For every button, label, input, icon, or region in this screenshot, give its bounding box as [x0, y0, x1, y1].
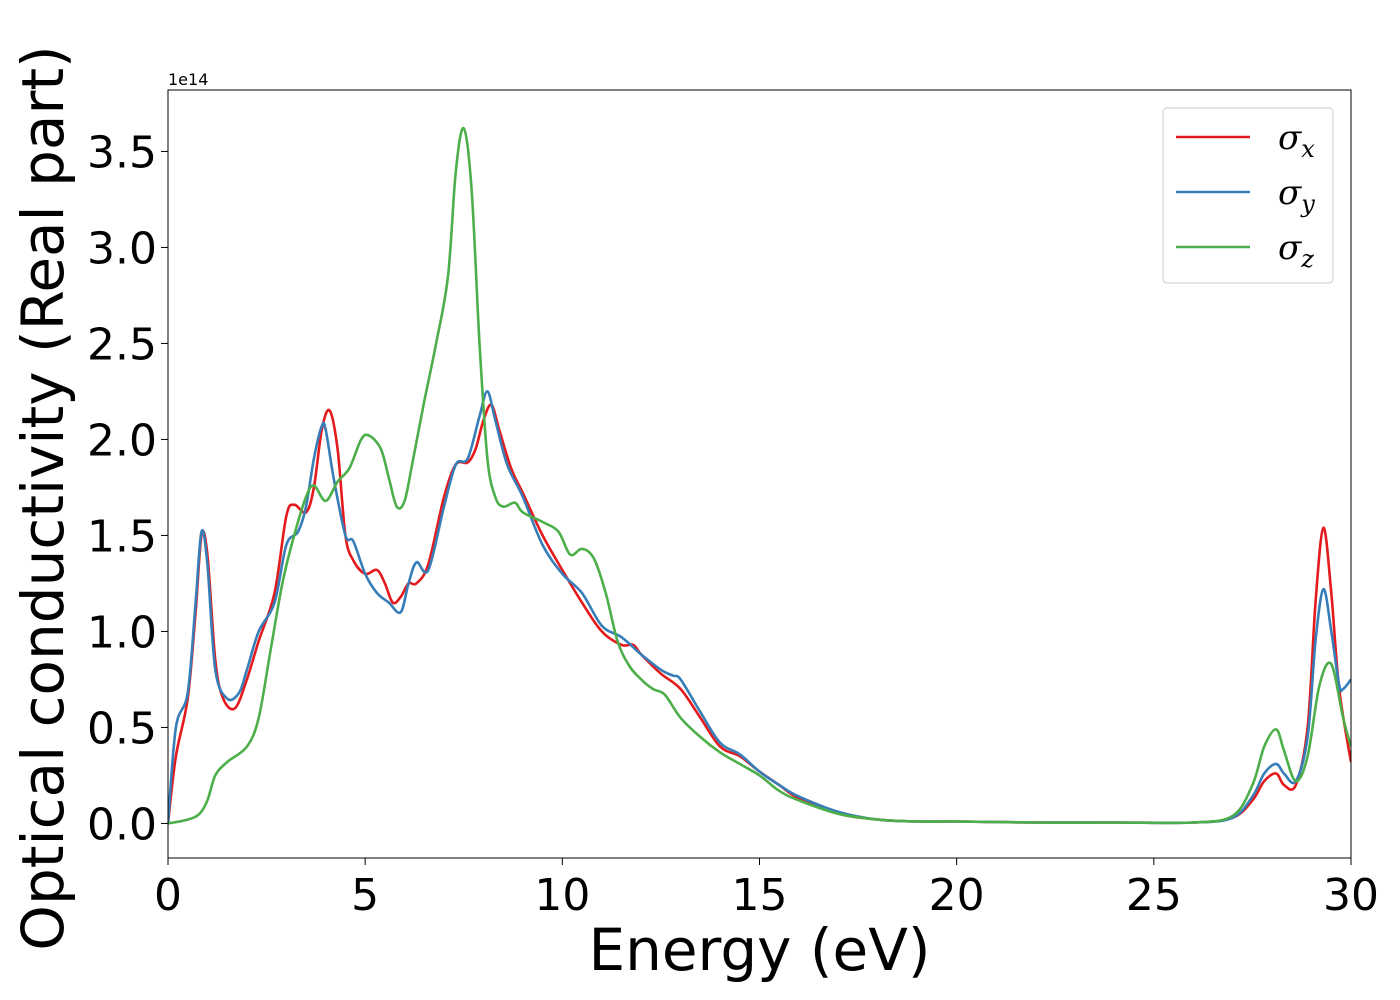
legend-subscript: x	[1301, 135, 1315, 163]
x-tick-label: 30	[1323, 870, 1379, 921]
y-tick-label: 3.0	[87, 223, 157, 274]
series-line-z	[168, 126, 1351, 825]
y-tick-label: 0.5	[87, 703, 157, 754]
series-layer	[168, 126, 1351, 825]
legend-label-x: σx	[1278, 118, 1315, 163]
legend-symbol: σ	[1278, 228, 1302, 268]
x-tick-label: 10	[534, 870, 590, 921]
series-line-x	[168, 403, 1351, 825]
legend-subscript: z	[1300, 245, 1314, 273]
series-line-y	[168, 390, 1351, 825]
x-axis-label: Energy (eV)	[588, 916, 930, 984]
x-tick-label: 0	[154, 870, 182, 921]
legend-label-y: σy	[1278, 173, 1315, 218]
x-tick-label: 5	[351, 870, 379, 921]
x-tick-label: 25	[1126, 870, 1182, 921]
legend-box	[1162, 107, 1334, 284]
x-tick-label: 20	[929, 870, 985, 921]
y-tick-label: 1.5	[87, 511, 157, 562]
legend-subscript: y	[1300, 190, 1315, 218]
legend-symbol: σ	[1278, 173, 1302, 213]
y-tick-label: 0.0	[87, 799, 157, 850]
y-tick-label: 2.5	[87, 319, 157, 370]
legend-symbol: σ	[1278, 118, 1302, 158]
x-ticks: 0 5 10 15 20 25 30	[154, 858, 1379, 921]
legend-label-z: σz	[1278, 228, 1314, 273]
y-ticks: 0.0 0.5 1.0 1.5 2.0 2.5 3.0 3.5	[87, 127, 168, 850]
y-axis-label: Optical conductivity (Real part)	[9, 45, 77, 950]
y-tick-label: 2.0	[87, 415, 157, 466]
y-offset-label: 1e14	[168, 70, 208, 89]
y-tick-label: 3.5	[87, 127, 157, 178]
x-tick-label: 15	[732, 870, 788, 921]
y-tick-label: 1.0	[87, 607, 157, 658]
